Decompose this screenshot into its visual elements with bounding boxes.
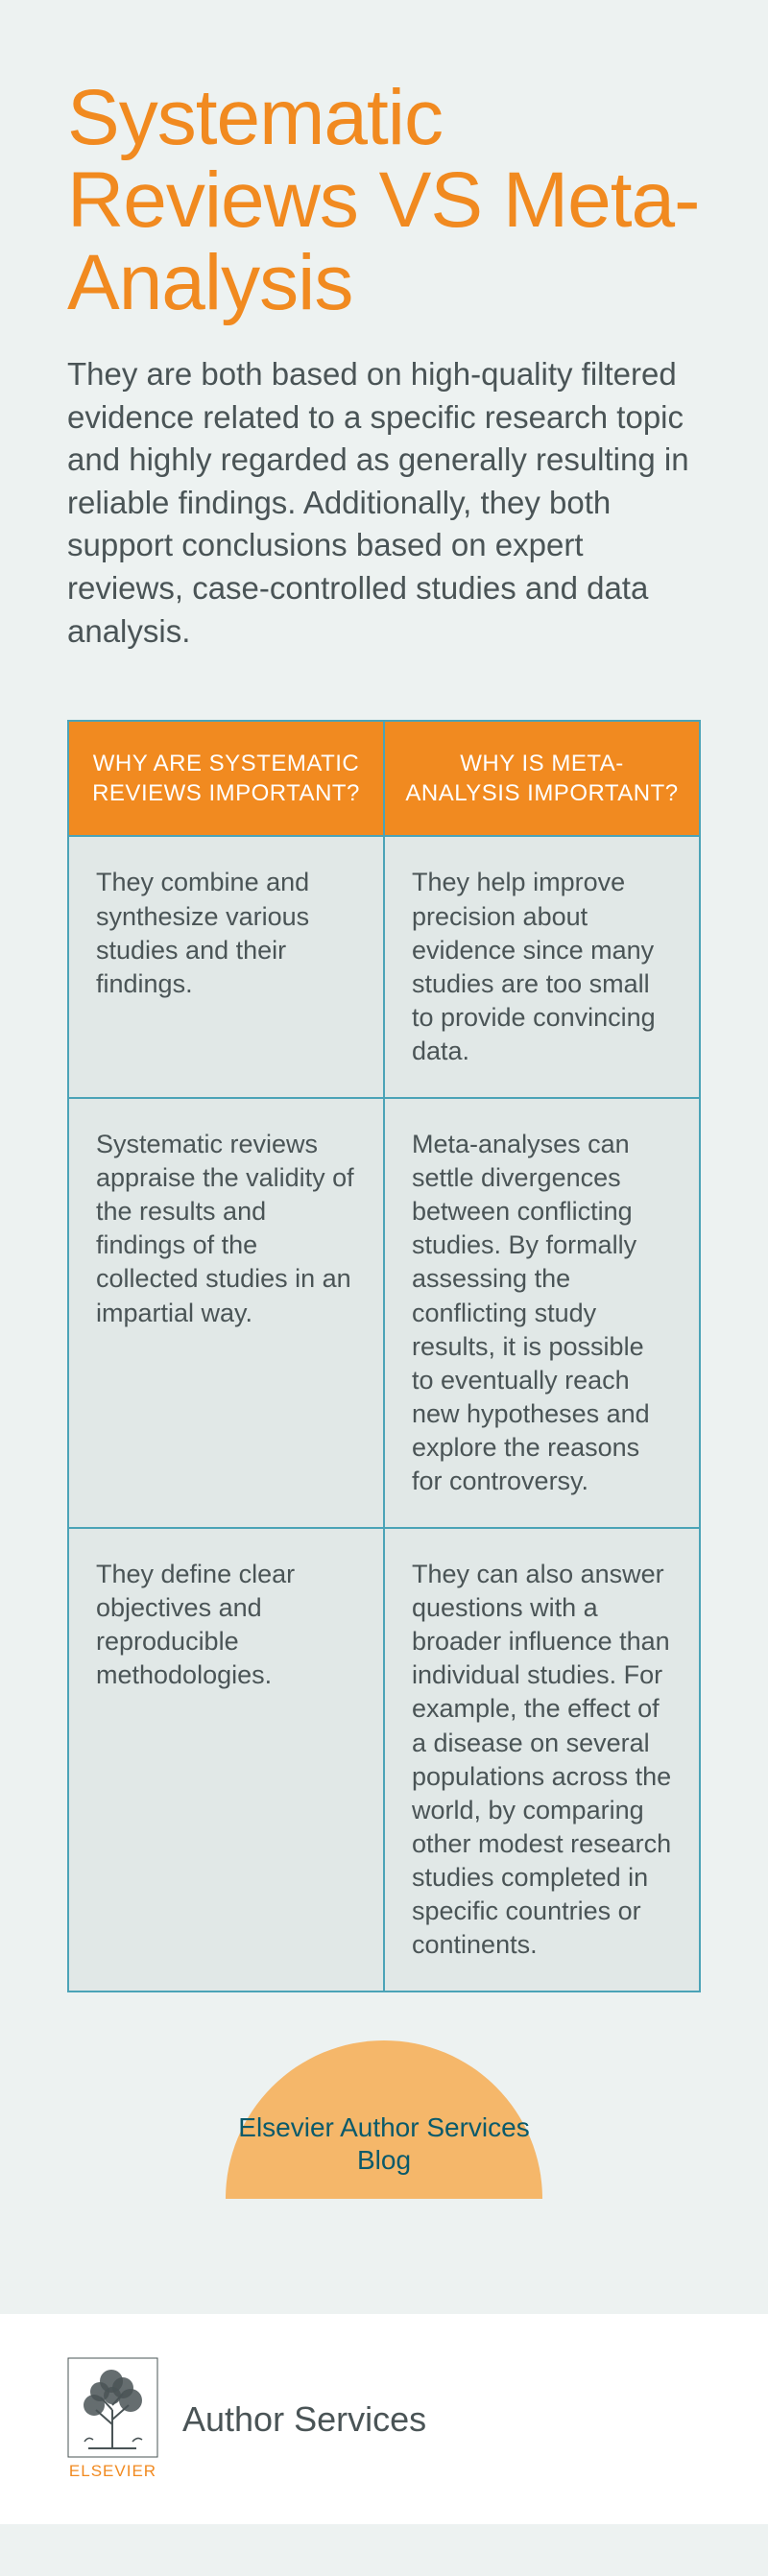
blog-badge: Elsevier Author Services Blog: [226, 2040, 542, 2199]
column-header-meta: WHY IS META-ANALYSIS IMPORTANT?: [384, 721, 700, 836]
cell: They help improve precision about eviden…: [384, 836, 700, 1098]
table-row: Systematic reviews appraise the validity…: [68, 1098, 700, 1528]
comparison-table: WHY ARE SYSTEMATIC REVIEWS IMPORTANT? WH…: [67, 720, 701, 1992]
logo-label: ELSEVIER: [69, 2462, 156, 2481]
table-row: They define clear objectives and reprodu…: [68, 1528, 700, 1992]
page-title: Systematic Reviews VS Meta-Analysis: [67, 77, 701, 324]
table-row: They combine and synthesize various stud…: [68, 836, 700, 1098]
footer-text: Author Services: [182, 2399, 426, 2440]
badge-text: Elsevier Author Services Blog: [226, 2111, 542, 2176]
main-content: Systematic Reviews VS Meta-Analysis They…: [0, 0, 768, 2314]
badge-wrapper: Elsevier Author Services Blog: [67, 2040, 701, 2199]
elsevier-logo: ELSEVIER: [67, 2357, 158, 2481]
intro-paragraph: They are both based on high-quality filt…: [67, 353, 701, 653]
cell: Meta-analyses can settle divergences bet…: [384, 1098, 700, 1528]
cell: Systematic reviews appraise the validity…: [68, 1098, 384, 1528]
cell: They define clear objectives and reprodu…: [68, 1528, 384, 1992]
footer: ELSEVIER Author Services: [0, 2314, 768, 2524]
column-header-systematic: WHY ARE SYSTEMATIC REVIEWS IMPORTANT?: [68, 721, 384, 836]
elsevier-tree-icon: [67, 2357, 158, 2458]
cell: They combine and synthesize various stud…: [68, 836, 384, 1098]
cell: They can also answer questions with a br…: [384, 1528, 700, 1992]
